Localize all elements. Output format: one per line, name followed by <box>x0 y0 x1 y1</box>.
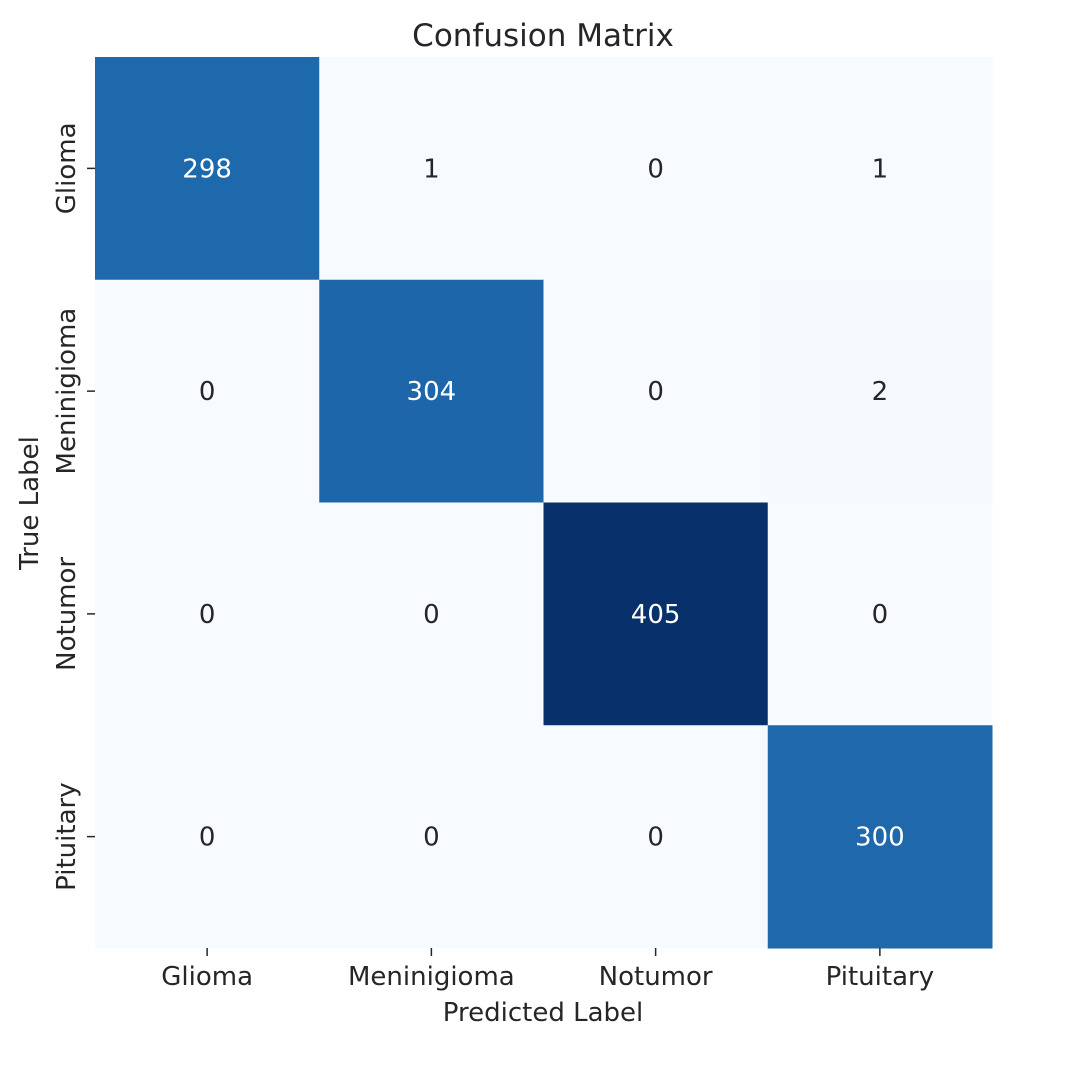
x-tick-label: Meninigioma <box>348 962 515 992</box>
heatmap-cell <box>543 57 769 281</box>
heatmap-cells: 298 1 0 1 0 304 0 2 0 0 405 0 0 0 0 300 <box>95 57 993 949</box>
x-tick-label: Glioma <box>161 962 253 992</box>
heatmap-cell <box>767 725 993 949</box>
heatmap-cell <box>95 279 320 503</box>
heatmap-cell <box>767 57 993 281</box>
heatmap-cell <box>95 502 320 726</box>
y-tick-label: Pituitary <box>52 782 82 890</box>
y-axis-label: True Label <box>15 436 45 571</box>
y-tick-label: Meninigioma <box>52 308 82 475</box>
cell-value-label: 0 <box>199 377 216 407</box>
y-axis-ticks: Glioma Meninigioma Notumor Pituitary <box>52 122 95 891</box>
heatmap-cell <box>95 725 320 949</box>
cell-value-label: 0 <box>199 823 216 853</box>
x-axis-ticks: Glioma Meninigioma Notumor Pituitary <box>161 948 934 992</box>
heatmap-cell <box>319 502 544 726</box>
cell-value-label: 298 <box>182 154 232 184</box>
heatmap-cell <box>319 725 544 949</box>
heatmap-cell <box>767 502 993 726</box>
y-tick-label: Notumor <box>52 557 82 671</box>
heatmap-cell <box>543 279 769 503</box>
heatmap-cell <box>767 279 993 503</box>
cell-value-label: 1 <box>872 154 889 184</box>
x-tick-label: Pituitary <box>826 962 934 992</box>
x-tick-label: Notumor <box>599 962 713 992</box>
cell-value-label: 0 <box>647 377 664 407</box>
cell-value-label: 0 <box>647 154 664 184</box>
y-tick-label: Glioma <box>52 122 82 214</box>
heatmap-cell <box>319 57 544 281</box>
heatmap-cell <box>543 502 769 726</box>
cell-value-label: 0 <box>872 600 889 630</box>
heatmap-cell <box>95 57 320 281</box>
cell-value-label: 0 <box>199 600 216 630</box>
cell-value-label: 1 <box>423 154 440 184</box>
cell-value-label: 0 <box>423 823 440 853</box>
cell-value-label: 0 <box>423 600 440 630</box>
cell-value-label: 2 <box>872 377 889 407</box>
chart-title: Confusion Matrix <box>412 18 674 54</box>
cell-value-label: 300 <box>855 823 905 853</box>
cell-value-label: 0 <box>647 823 664 853</box>
heatmap-cell <box>319 279 544 503</box>
cell-value-label: 405 <box>631 600 681 630</box>
x-axis-label: Predicted Label <box>443 998 643 1028</box>
cell-value-label: 304 <box>407 377 457 407</box>
heatmap-cell <box>543 725 769 949</box>
